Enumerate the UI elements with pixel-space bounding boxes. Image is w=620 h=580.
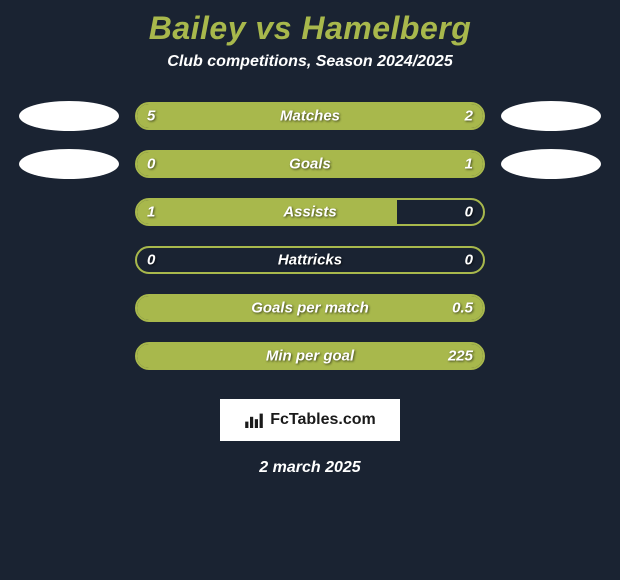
stat-value-left: 5: [147, 108, 155, 125]
avatar-placeholder: [501, 245, 601, 275]
bar-fill-left: [137, 296, 206, 320]
stat-value-right: 2: [465, 108, 473, 125]
bar-fill-left: [137, 104, 383, 128]
stat-bar: 5 Matches 2: [135, 102, 485, 130]
player-avatar-right: [501, 101, 601, 131]
stat-bar: 1 Assists 0: [135, 198, 485, 226]
avatar-placeholder: [19, 341, 119, 371]
brand-badge[interactable]: FcTables.com: [220, 399, 400, 441]
stat-value-left: 0: [147, 252, 155, 269]
stat-row: 0 Goals 1: [19, 149, 601, 179]
avatar-placeholder: [501, 197, 601, 227]
brand-text: FcTables.com: [270, 411, 376, 429]
bar-chart-icon: [244, 412, 264, 428]
stat-label: Min per goal: [266, 348, 354, 365]
stat-label: Matches: [280, 108, 340, 125]
avatar-placeholder: [19, 197, 119, 227]
stat-row: 5 Matches 2: [19, 101, 601, 131]
stat-bar: Goals per match 0.5: [135, 294, 485, 322]
stat-bar: Min per goal 225: [135, 342, 485, 370]
bar-fill-left: [137, 200, 397, 224]
stat-label: Goals: [289, 156, 331, 173]
stat-label: Goals per match: [251, 300, 369, 317]
stat-value-right: 0.5: [452, 300, 473, 317]
stat-value-right: 0: [465, 252, 473, 269]
stat-value-left: 1: [147, 204, 155, 221]
stat-value-right: 0: [465, 204, 473, 221]
player-avatar-left: [19, 149, 119, 179]
stat-value-right: 1: [465, 156, 473, 173]
bar-fill-right: [199, 152, 483, 176]
stat-row: Min per goal 225: [19, 341, 601, 371]
page-subtitle: Club competitions, Season 2024/2025: [167, 53, 452, 71]
page-title: Bailey vs Hamelberg: [149, 10, 472, 47]
stat-row: 0 Hattricks 0: [19, 245, 601, 275]
avatar-placeholder: [19, 245, 119, 275]
stat-bar: 0 Hattricks 0: [135, 246, 485, 274]
comparison-card: Bailey vs Hamelberg Club competitions, S…: [0, 0, 620, 477]
stat-value-right: 225: [448, 348, 473, 365]
stat-row: 1 Assists 0: [19, 197, 601, 227]
stat-bar: 0 Goals 1: [135, 150, 485, 178]
player-avatar-left: [19, 101, 119, 131]
stat-value-left: 0: [147, 156, 155, 173]
avatar-placeholder: [501, 341, 601, 371]
stat-row: Goals per match 0.5: [19, 293, 601, 323]
date-label: 2 march 2025: [259, 459, 360, 477]
avatar-placeholder: [501, 293, 601, 323]
stat-label: Hattricks: [278, 252, 342, 269]
stats-list: 5 Matches 2 0 Goals 1 1 Assists 0 0 Hattricks 0 Goal…: [19, 101, 601, 389]
stat-label: Assists: [283, 204, 336, 221]
avatar-placeholder: [19, 293, 119, 323]
player-avatar-right: [501, 149, 601, 179]
